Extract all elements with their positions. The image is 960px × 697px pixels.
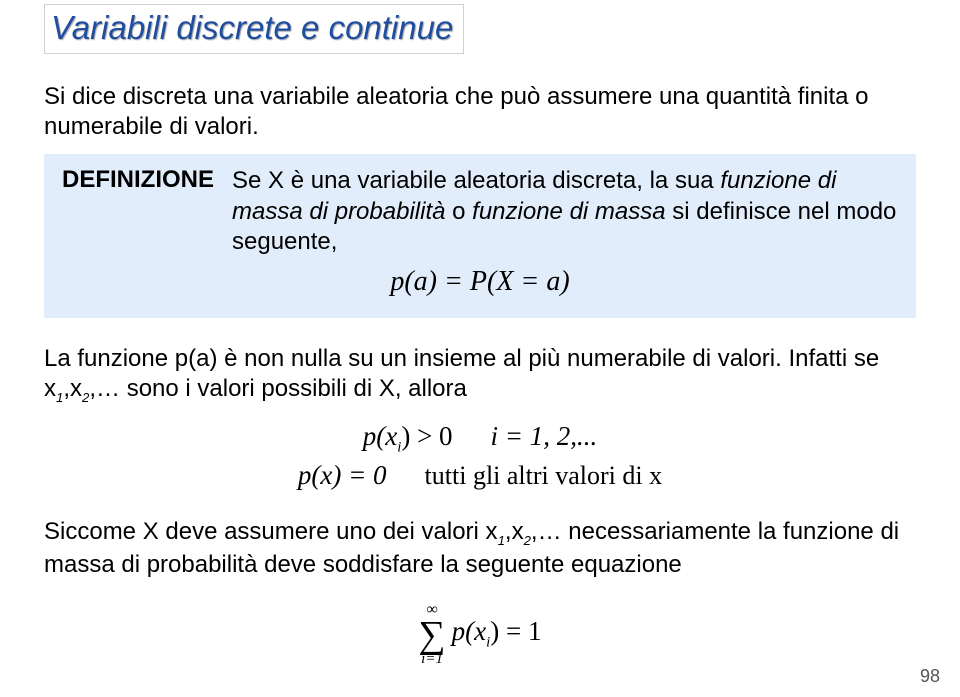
- definition-label: DEFINIZIONE: [62, 166, 214, 194]
- slide: Variabili discrete e continue Si dice di…: [0, 0, 960, 697]
- para3-a: Siccome X deve assumere uno dei valori x: [44, 518, 498, 545]
- paragraph-3: Siccome X deve assumere uno dei valori x…: [44, 517, 916, 579]
- sum-line: ∞ ∑ i=1 p(xi) = 1: [419, 602, 542, 667]
- definition-row: DEFINIZIONE Se X è una variabile aleator…: [62, 166, 898, 258]
- formula-r1-left: p(xi) > 0: [363, 421, 453, 457]
- sum-expr: p(xi) = 1: [452, 616, 542, 652]
- r1-a: p(x: [363, 421, 397, 451]
- definition-mid: o: [445, 198, 472, 225]
- sub-2b: 2: [524, 533, 531, 548]
- sum-symbol-wrap: ∞ ∑ i=1: [419, 602, 446, 667]
- sum-bottom: i=1: [419, 652, 446, 667]
- paragraph-2: La funzione p(a) è non nulla su un insie…: [44, 344, 916, 406]
- formula-row-2: p(x) = 0 tutti gli altri valori di x: [44, 460, 916, 491]
- definition-pre: Se X è una variabile aleatoria discreta,…: [232, 167, 720, 194]
- definition-body: Se X è una variabile aleatoria discreta,…: [232, 166, 898, 258]
- formula-r2-left: p(x) = 0: [298, 460, 387, 491]
- definition-formula: p(a) = P(X = a): [62, 266, 898, 298]
- definition-em2: funzione di massa: [472, 198, 665, 225]
- para2-c: ,… sono i valori possibili di X, allora: [89, 375, 467, 402]
- formula-row-1: p(xi) > 0 i = 1, 2,...: [44, 421, 916, 457]
- sum-expr-b: ) = 1: [490, 616, 541, 646]
- sum-formula: ∞ ∑ i=1 p(xi) = 1: [44, 590, 916, 667]
- formula-r2-right: tutti gli altri valori di x: [425, 461, 663, 491]
- formula-block: p(xi) > 0 i = 1, 2,... p(x) = 0 tutti gl…: [44, 421, 916, 492]
- slide-title: Variabili discrete e continue: [51, 9, 453, 46]
- definition-box: DEFINIZIONE Se X è una variabile aleator…: [44, 154, 916, 318]
- page-number: 98: [920, 666, 940, 687]
- sum-symbol: ∑: [419, 618, 446, 652]
- para3-b: ,x: [505, 518, 524, 545]
- formula-text: p(a) = P(X = a): [390, 266, 569, 297]
- title-bar: Variabili discrete e continue: [44, 4, 464, 54]
- formula-r1-right: i = 1, 2,...: [491, 421, 598, 452]
- intro-paragraph: Si dice discreta una variabile aleatoria…: [44, 82, 916, 142]
- sub-1b: 1: [498, 533, 505, 548]
- r1-b: ) > 0: [401, 421, 452, 451]
- para2-b: ,x: [63, 375, 82, 402]
- sum-expr-a: p(x: [452, 616, 486, 646]
